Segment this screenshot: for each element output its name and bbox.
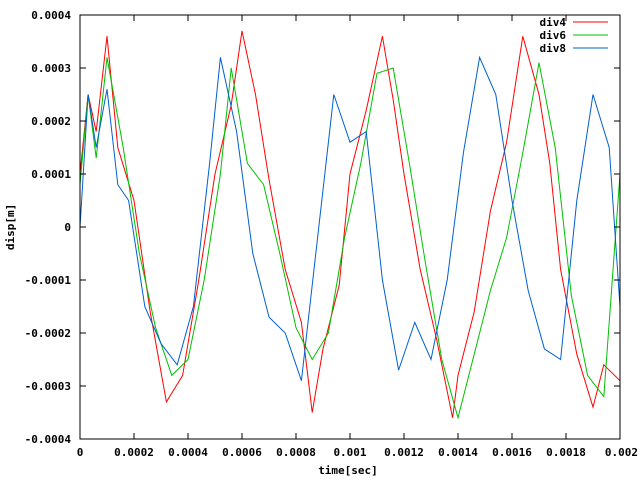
series-line-div4 bbox=[79, 30, 621, 418]
legend-label-div4: div4 bbox=[540, 16, 567, 29]
series-line-div8 bbox=[79, 55, 621, 381]
legend-label-div8: div8 bbox=[540, 42, 567, 55]
x-tick-label: 0.0004 bbox=[168, 446, 208, 459]
x-tick-label: 0.0018 bbox=[546, 446, 586, 459]
x-tick-label: 0.0016 bbox=[492, 446, 532, 459]
x-tick-label: 0.0014 bbox=[438, 446, 478, 459]
y-tick-label: -0.0003 bbox=[25, 380, 71, 393]
x-tick-label: 0.0008 bbox=[276, 446, 316, 459]
y-tick-label: 0 bbox=[64, 221, 71, 234]
y-axis-label: disp[m] bbox=[4, 204, 17, 250]
x-tick-label: 0.002 bbox=[605, 446, 638, 459]
x-axis-label: time[sec] bbox=[318, 464, 378, 477]
x-tick-label: 0.0006 bbox=[222, 446, 262, 459]
x-tick-label: 0.0002 bbox=[114, 446, 154, 459]
y-tick-label: 0.0004 bbox=[31, 9, 71, 22]
x-tick-label: 0.001 bbox=[333, 446, 366, 459]
series-layer bbox=[79, 30, 621, 420]
y-tick-label: 0.0003 bbox=[31, 62, 71, 75]
y-tick-label: -0.0001 bbox=[25, 274, 72, 287]
tick-marks bbox=[79, 14, 621, 440]
x-tick-labels: 0 0.0002 0.0004 0.0006 0.0008 0.001 0.0012 0.00… bbox=[77, 446, 638, 459]
y-tick-label: -0.0002 bbox=[25, 327, 71, 340]
y-tick-label: 0.0002 bbox=[31, 115, 71, 128]
y-tick-labels: 0.0004 0.0003 0.0002 0.0001 0 -0.0001 -0.0002 -… bbox=[25, 9, 72, 446]
y-tick-label: 0.0001 bbox=[31, 168, 71, 181]
series-line-div6 bbox=[79, 57, 621, 420]
x-tick-label: 0.0012 bbox=[384, 446, 424, 459]
x-tick-label: 0 bbox=[77, 446, 84, 459]
y-tick-label: -0.0004 bbox=[25, 433, 72, 446]
legend-label-div6: div6 bbox=[540, 29, 567, 42]
